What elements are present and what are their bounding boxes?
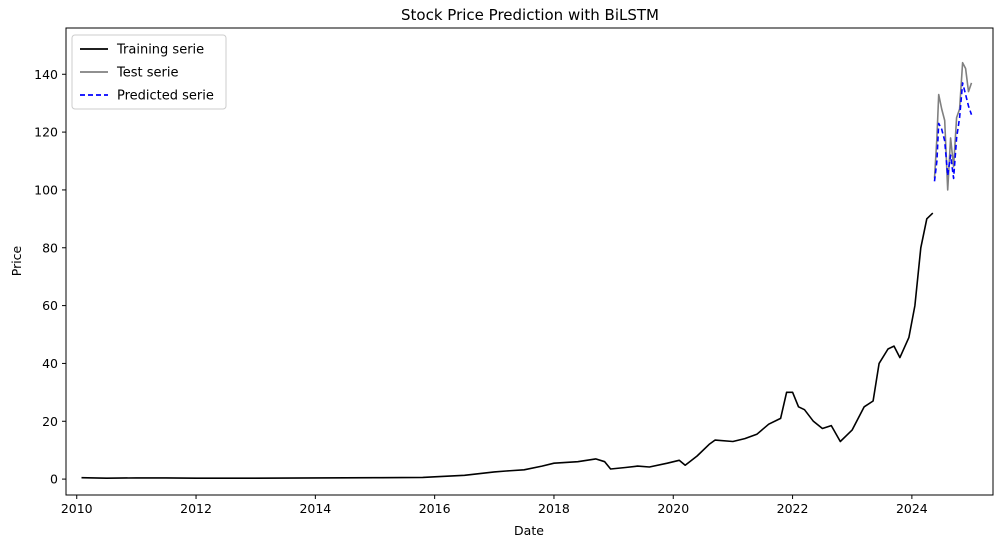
x-tick-label: 2012 — [180, 501, 212, 516]
y-tick-label: 80 — [42, 240, 58, 255]
y-axis-label: Price — [9, 245, 24, 276]
y-tick-label: 120 — [34, 125, 58, 140]
legend-box — [71, 34, 227, 110]
x-tick-label: 2010 — [61, 501, 93, 516]
series-line-2 — [933, 82, 973, 182]
x-tick-label: 2024 — [896, 501, 928, 516]
legend-items: Training serie Test serie Predicted serie — [80, 43, 214, 104]
x-axis-label: Date — [514, 523, 544, 538]
series-line-0 — [81, 212, 934, 479]
y-tick-label: 0 — [50, 472, 58, 487]
x-tick-label: 2016 — [419, 501, 451, 516]
x-tick-label: 2022 — [777, 501, 809, 516]
x-axis-ticks: 2010 2012 2014 2016 2018 2020 2022 2024 — [61, 495, 928, 516]
x-tick-label: 2020 — [657, 501, 689, 516]
legend-label-1: Test serie — [116, 66, 178, 81]
y-tick-label: 140 — [34, 67, 58, 82]
y-tick-label: 20 — [42, 414, 58, 429]
y-tick-label: 100 — [34, 182, 58, 197]
legend: Training serie Test serie Predicted serie — [71, 34, 227, 110]
y-axis-ticks: 0 20 40 60 80 100 120 140 — [34, 67, 66, 487]
chart-title: Stock Price Prediction with BiLSTM — [401, 6, 659, 24]
series-line-1 — [933, 61, 973, 191]
axes-frame — [65, 27, 994, 496]
y-tick-label: 60 — [42, 298, 58, 313]
x-tick-label: 2018 — [538, 501, 570, 516]
legend-label-2: Predicted serie — [117, 89, 214, 104]
x-tick-label: 2014 — [299, 501, 331, 516]
y-tick-label: 40 — [42, 356, 58, 371]
plot-area — [81, 61, 973, 479]
legend-label-0: Training serie — [116, 43, 204, 58]
